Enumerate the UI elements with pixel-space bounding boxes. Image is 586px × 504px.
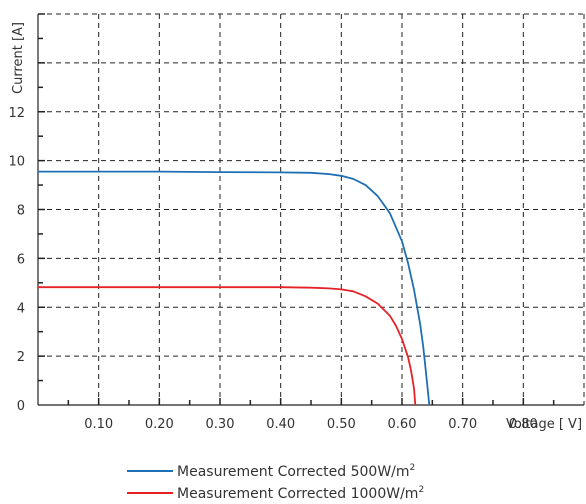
x-tick-label: 0.50 (327, 417, 356, 432)
y-tick-label: 2 (17, 350, 25, 365)
y-tick-label: 4 (17, 301, 25, 316)
grid (38, 13, 585, 405)
legend: Measurement Corrected 500W/m2 Measurement… (127, 463, 424, 502)
x-tick-label: 0.10 (84, 417, 113, 432)
x-tick-label: 0.80 (509, 417, 538, 432)
legend-label: Measurement Corrected 1000W/m2 (177, 485, 424, 502)
y-tick-label: 8 (17, 204, 25, 219)
y-tick-label: 12 (8, 106, 25, 121)
x-tick-label: 0.40 (266, 417, 295, 432)
x-tick-label: 0.20 (145, 417, 174, 432)
y-tick-label: 0 (17, 399, 25, 414)
x-tick-label: 0.60 (388, 417, 417, 432)
y-tick-label: 10 (8, 155, 25, 170)
y-tick-label: 6 (17, 252, 25, 267)
y-axis-label: Current [A] (11, 22, 26, 94)
legend-label: Measurement Corrected 500W/m2 (177, 463, 415, 480)
ticks: 0 2 4 6 8 10 12 0.10 0.20 0.30 0.40 0.50 0.60 0.70 0.8… (8, 13, 555, 432)
x-tick-label: 0.30 (206, 417, 235, 432)
series-line-500 (38, 170, 431, 406)
legend-label-superscript: 2 (410, 463, 416, 473)
series-line-1000 (38, 286, 417, 406)
series (38, 170, 431, 406)
legend-label-superscript: 2 (418, 485, 424, 495)
x-axis-label: Voltage [ V] (506, 417, 582, 432)
x-tick-label: 0.70 (448, 417, 477, 432)
